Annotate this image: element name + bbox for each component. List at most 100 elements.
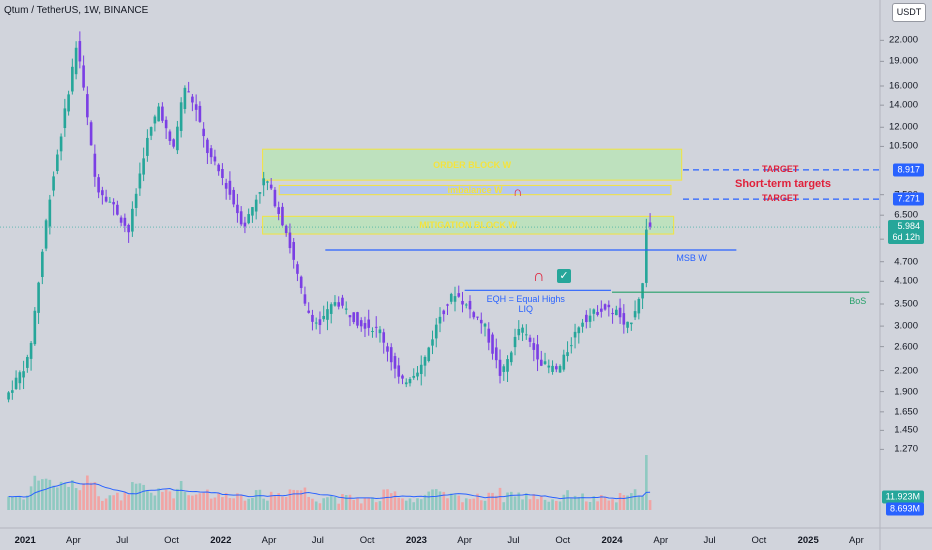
volume-bar bbox=[363, 497, 367, 510]
volume-bar bbox=[431, 489, 434, 510]
volume-bar bbox=[82, 483, 85, 510]
candle-body bbox=[228, 180, 232, 195]
candle-body bbox=[363, 323, 367, 329]
candle-body bbox=[341, 297, 344, 306]
volume-bar bbox=[119, 500, 123, 510]
candle-body bbox=[431, 339, 434, 346]
candle-body bbox=[14, 377, 18, 390]
volume-bar bbox=[569, 498, 573, 510]
volume-bar bbox=[543, 499, 547, 510]
volume-bar bbox=[607, 500, 611, 510]
volume-bar bbox=[41, 479, 44, 510]
candle-body bbox=[521, 327, 524, 333]
x-tick-label: Jul bbox=[703, 535, 716, 546]
candle-body bbox=[630, 322, 633, 325]
candle-body bbox=[600, 308, 603, 312]
volume-bar bbox=[11, 496, 14, 510]
volume-bar bbox=[116, 492, 119, 510]
candle-body bbox=[329, 304, 333, 314]
y-tick-label: 1.270 bbox=[894, 443, 918, 455]
volume-bar bbox=[14, 496, 18, 510]
volume-bar bbox=[513, 496, 517, 510]
volume-bar bbox=[393, 491, 397, 510]
candle-body bbox=[254, 199, 258, 212]
candle-body bbox=[645, 229, 648, 283]
volume-bar bbox=[221, 497, 224, 510]
candle-body bbox=[232, 189, 235, 205]
volume-bar bbox=[637, 496, 641, 510]
volume-bar bbox=[97, 496, 100, 510]
volume-bar bbox=[209, 498, 213, 510]
candle-body bbox=[562, 354, 566, 370]
volume-bar bbox=[168, 491, 172, 510]
currency-selector[interactable]: USDT bbox=[892, 3, 926, 22]
candle-body bbox=[513, 336, 517, 348]
volume-bar bbox=[26, 495, 29, 510]
y-tick-label: 1.650 bbox=[894, 406, 918, 418]
volume-bar bbox=[630, 493, 633, 510]
volume-bar bbox=[288, 489, 292, 510]
volume-bar bbox=[404, 500, 408, 510]
volume-bar bbox=[217, 493, 220, 510]
candle-body bbox=[7, 392, 10, 400]
volume-bar bbox=[236, 493, 239, 510]
candle-body bbox=[71, 66, 74, 92]
volume-bar bbox=[153, 495, 157, 510]
volume-bar bbox=[438, 491, 442, 510]
candle-body bbox=[442, 310, 446, 315]
volume-bar bbox=[131, 482, 134, 510]
volume-bar bbox=[93, 482, 97, 510]
candle-body bbox=[622, 313, 626, 325]
candle-body bbox=[48, 199, 52, 227]
volume-bar bbox=[281, 496, 284, 510]
candle-body bbox=[401, 375, 404, 379]
candle-body bbox=[468, 300, 472, 310]
candle-body bbox=[337, 302, 341, 307]
candle-body bbox=[247, 214, 250, 224]
candle-body bbox=[404, 382, 408, 385]
volume-bar bbox=[341, 494, 344, 510]
eqh-label: EQH = Equal Highs LIQ bbox=[486, 294, 565, 315]
volume-bar bbox=[232, 498, 235, 510]
candle-body bbox=[558, 365, 562, 373]
volume-bar bbox=[378, 501, 382, 510]
candle-body bbox=[29, 342, 33, 359]
candle-body bbox=[187, 91, 190, 93]
candle-body bbox=[607, 304, 611, 308]
candle-body bbox=[483, 323, 487, 327]
x-tick-label: Oct bbox=[164, 535, 179, 546]
volume-bar bbox=[52, 485, 55, 510]
volume-bar bbox=[397, 497, 401, 510]
candle-body bbox=[131, 208, 134, 232]
x-tick-label: Jul bbox=[311, 535, 324, 546]
candle-body bbox=[52, 176, 55, 191]
candle-body bbox=[123, 217, 127, 226]
candle-body bbox=[56, 154, 59, 172]
candle-body bbox=[543, 361, 547, 364]
volume-bar bbox=[161, 491, 164, 510]
volume-bar bbox=[269, 491, 273, 510]
volume-bar bbox=[596, 501, 599, 510]
volume-bar bbox=[626, 495, 629, 510]
volume-bar bbox=[78, 490, 82, 510]
volume-bar bbox=[386, 489, 389, 510]
candle-body bbox=[408, 379, 412, 384]
candle-body bbox=[577, 327, 581, 334]
volume-bar bbox=[303, 487, 307, 510]
candle-body bbox=[221, 169, 224, 178]
candle-body bbox=[528, 337, 532, 342]
candle-body bbox=[93, 153, 97, 177]
volume-bar bbox=[562, 494, 566, 510]
volume-bar bbox=[367, 497, 371, 510]
volume-bar bbox=[348, 494, 352, 510]
candle-body bbox=[18, 372, 22, 384]
volume-bar bbox=[213, 497, 217, 510]
candle-body bbox=[382, 332, 386, 343]
zone-label: MITIGATION BLOCK W bbox=[419, 220, 518, 231]
y-tick-label: 3.000 bbox=[894, 320, 918, 332]
volume-bar bbox=[483, 500, 487, 510]
candle-body bbox=[138, 173, 142, 189]
candle-body bbox=[479, 319, 483, 324]
volume-bar bbox=[468, 499, 472, 510]
